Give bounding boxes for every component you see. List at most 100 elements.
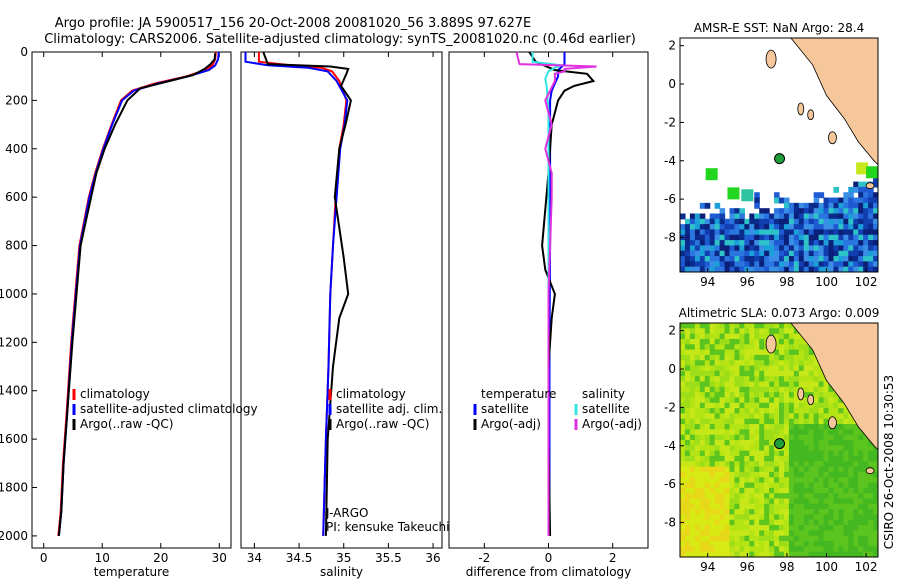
sst_map-cell: [749, 240, 755, 247]
sla_map-cell: [754, 376, 760, 383]
sst_map-cell: [848, 186, 854, 193]
sla_map-cell: [838, 450, 844, 457]
sst_map-cell: [689, 213, 696, 220]
sla_map-cell: [724, 434, 731, 441]
sla_map-cell: [704, 471, 711, 478]
sla_map-cell: [793, 551, 800, 557]
sla_map-cell: [704, 530, 711, 537]
sla_map-cell: [793, 509, 800, 516]
sla_map-cell: [734, 392, 740, 399]
sla_map-cell: [848, 482, 854, 489]
sla_map-cell: [764, 376, 770, 383]
sla_map-cell: [724, 514, 731, 521]
sla_map-cell: [769, 546, 775, 553]
sst_map-cell: [744, 245, 750, 252]
sst_map-cell: [709, 266, 716, 272]
sla_map-cell: [689, 386, 696, 393]
sla_map-cell: [759, 541, 765, 547]
sla_map-cell: [689, 381, 696, 388]
sst_map-cell: [868, 256, 874, 262]
sla_map-cell: [759, 445, 765, 452]
sla_map-cell: [823, 477, 830, 484]
sla_map-cell: [724, 413, 731, 420]
sla_map-cell: [699, 365, 706, 372]
sst_map-xtick-label: 100: [815, 275, 838, 289]
sst_map-cell: [853, 240, 859, 247]
sst_map-cell: [769, 218, 775, 225]
sla_map-cell: [724, 354, 731, 361]
sla_map-cell: [739, 530, 745, 537]
sst_map-cell: [759, 240, 765, 247]
sst_map-cell: [788, 266, 795, 272]
sla_map-cell: [739, 461, 745, 468]
sla_map-cell: [739, 498, 745, 505]
sla_map-cell: [704, 328, 711, 335]
sla_map-cell: [729, 471, 736, 478]
sla_map-cell: [808, 402, 815, 409]
sla_map-cell: [863, 498, 869, 505]
sla_map-cell: [734, 530, 740, 537]
difference-xtick-label: -2: [478, 551, 490, 565]
sla_map-cell: [754, 482, 760, 489]
sla_map-cell: [813, 498, 820, 505]
sla_map-cell: [689, 424, 696, 430]
sla_map-cell: [754, 381, 760, 388]
sla_map-cell: [680, 450, 686, 457]
sla_map-cell: [828, 530, 835, 537]
sla_map-cell: [724, 509, 731, 516]
sla_map-cell: [853, 466, 859, 473]
sla_map-cell: [749, 333, 755, 340]
sla_map-cell: [734, 440, 740, 446]
sla_map-cell: [793, 498, 800, 505]
sst_map-cell: [853, 208, 859, 215]
sst_map-cell: [783, 224, 790, 231]
sla_map-cell: [704, 503, 711, 510]
sst_map-cell: [858, 186, 864, 193]
sla_map-cell: [813, 546, 820, 553]
sla_map-cell: [759, 434, 765, 441]
sla_map-cell: [714, 328, 721, 335]
sla_map-cell: [684, 434, 691, 441]
sla_map-cell: [714, 418, 721, 425]
temperature-ytick-label: 2000: [0, 529, 28, 543]
sla_map-cell: [798, 525, 805, 532]
difference-legend-entry: temperature: [481, 387, 556, 401]
sst_map-cell: [808, 218, 815, 225]
sla_map-cell: [788, 487, 795, 494]
sst_map-cell: [838, 224, 844, 231]
salinity-xtick-label: 35: [336, 551, 351, 565]
sst_map-cell: [764, 208, 770, 215]
sla_map-cell: [788, 514, 795, 521]
sla_map-cell: [724, 376, 731, 383]
sla_map-cell: [704, 354, 711, 361]
sla_map-cell: [843, 535, 849, 542]
sla_map-cell: [793, 541, 800, 547]
sla_map-cell: [769, 455, 775, 462]
sla_map-cell: [759, 370, 765, 377]
sst_map-cell: [774, 213, 780, 220]
sla_map-cell: [813, 429, 820, 436]
sla_map-cell: [803, 519, 810, 526]
sst_map-cell: [833, 202, 839, 209]
sla_map-cell: [759, 530, 765, 537]
sst_map-cell: [813, 229, 820, 236]
sla_map-cell: [694, 349, 701, 356]
sla_map-cell: [843, 418, 849, 425]
sla_map-cell: [783, 365, 790, 372]
sst_map-cell: [754, 250, 760, 257]
sst_map-cell: [798, 245, 805, 252]
sla_map-cell: [779, 487, 785, 494]
sst_map-cell: [858, 218, 864, 225]
sst_map-cell: [684, 245, 691, 252]
sla_map-cell: [714, 397, 721, 404]
sla_map-cell: [714, 455, 721, 462]
sla_map-cell: [680, 477, 686, 484]
sla_map-cell: [729, 328, 736, 335]
sla_map-cell: [729, 525, 736, 532]
sst_map-cell: [803, 208, 810, 215]
sla_map-cell: [818, 519, 825, 526]
sla_map-cell: [843, 445, 849, 452]
sla_map-cell: [783, 530, 790, 537]
sst_map-cell: [774, 256, 780, 262]
sla_map-cell: [724, 482, 731, 489]
